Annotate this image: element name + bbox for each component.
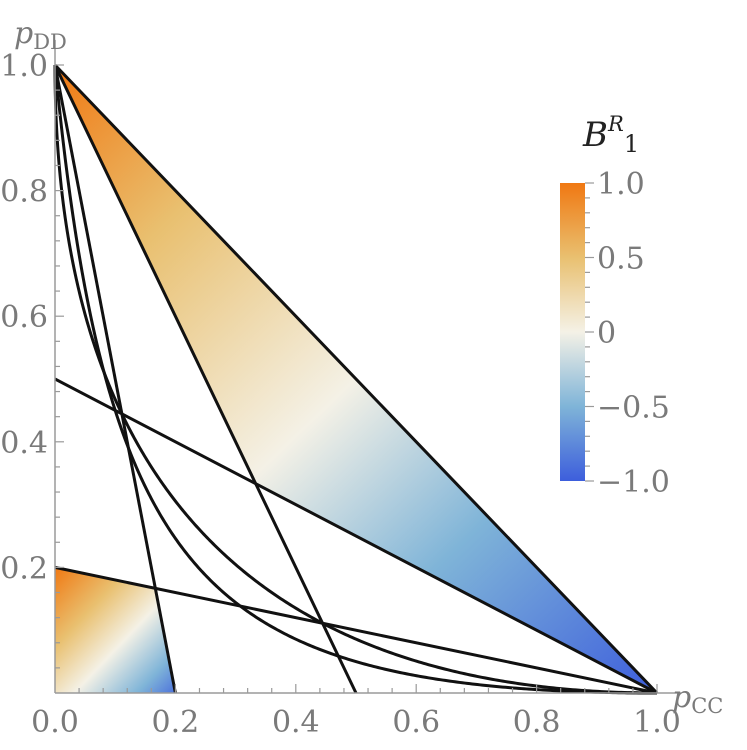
shaded-region-lower (55, 567, 176, 693)
y-tick-label: 1.0 (0, 49, 48, 84)
x-tick-label: 0.0 (31, 705, 79, 740)
boundary-line-3 (53, 64, 358, 694)
x-tick-label: 0.6 (392, 705, 440, 740)
legend-tick-label: 1.0 (597, 167, 645, 202)
legend-tick-label: 0.5 (597, 242, 645, 277)
legend-title: BR1 (582, 112, 639, 158)
y-tick-label: 0.4 (0, 426, 48, 461)
boundary-line-1 (53, 63, 659, 695)
x-tick-label: 0.8 (513, 705, 561, 740)
x-tick-label: 0.4 (272, 705, 320, 740)
y-tick-label: 0.6 (0, 300, 48, 335)
boundary-line-4 (54, 377, 658, 695)
curves-group (53, 63, 659, 695)
x-axis-title: pCC (672, 680, 723, 718)
boundary-line-5 (54, 565, 658, 695)
x-tick-label: 1.0 (633, 705, 681, 740)
y-axis-title: pDD (14, 16, 67, 54)
legend-tick-label: 0 (597, 316, 616, 351)
legend-tick-label: −1.0 (597, 465, 670, 500)
color-legend: BR1 1.0 0.5 0 −0.5 −1.0 (560, 112, 670, 500)
x-tick-label: 0.2 (152, 705, 200, 740)
y-tick-label: 0.8 (0, 175, 48, 210)
y-tick-label: 0.2 (0, 551, 48, 586)
legend-color-bar (560, 183, 585, 481)
boundary-curve-2 (53, 64, 657, 695)
legend-tick-label: −0.5 (597, 391, 670, 426)
boundary-curve-1 (53, 65, 657, 695)
